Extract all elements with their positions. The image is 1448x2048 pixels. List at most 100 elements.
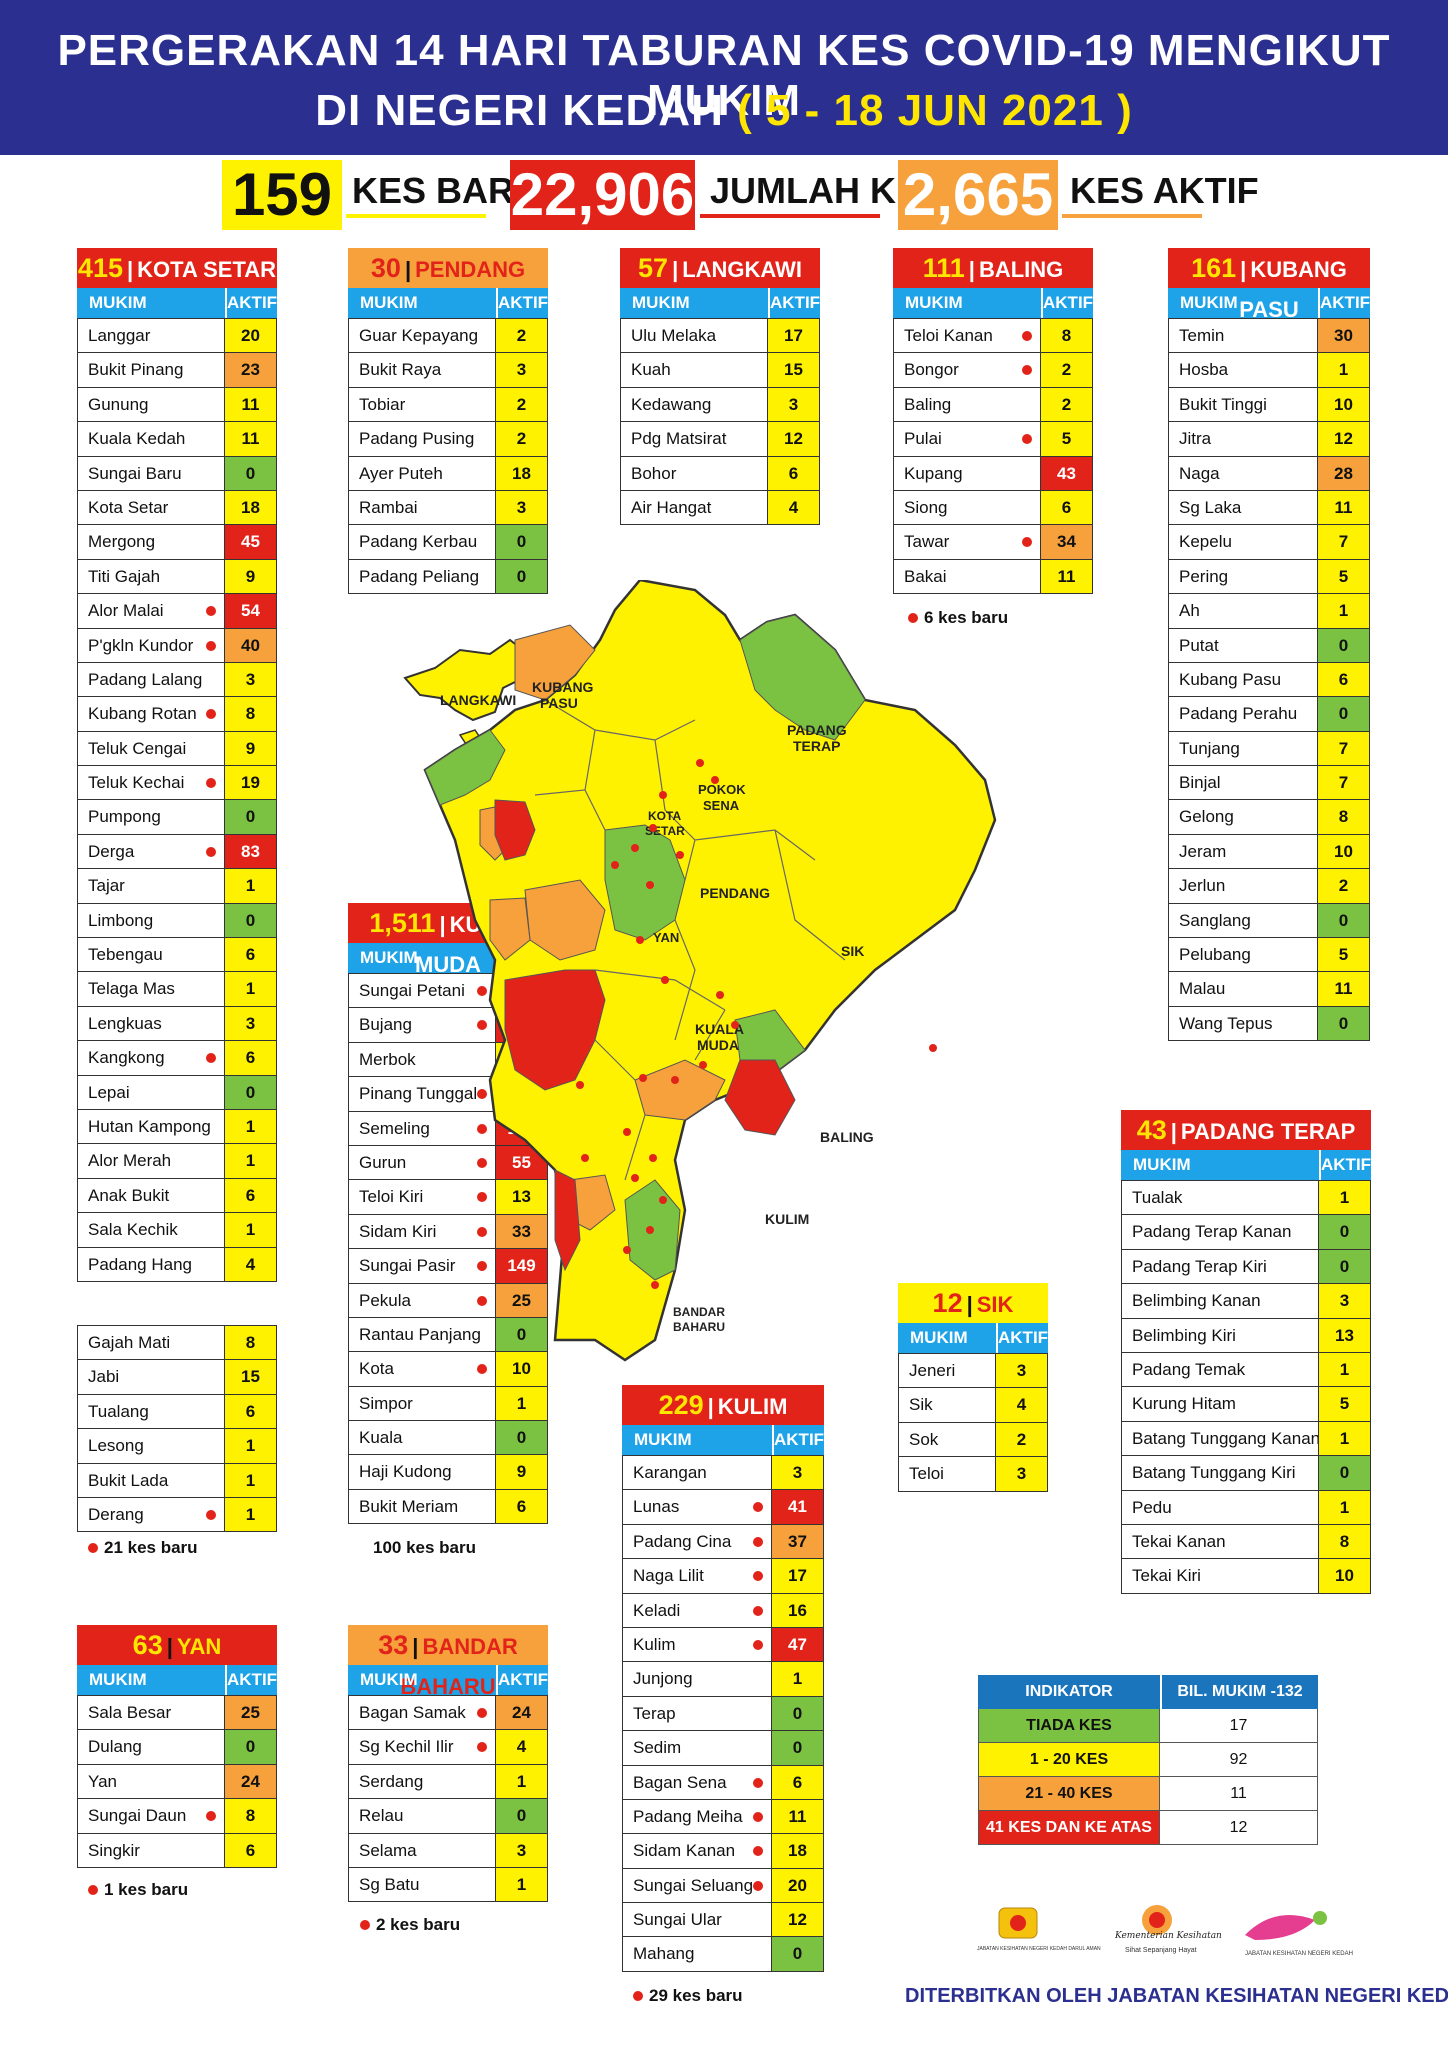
table-row: Bagan Samak 24 — [349, 1695, 547, 1730]
active-count: 6 — [224, 1394, 276, 1429]
table-row: Jabi 15 — [78, 1359, 276, 1394]
table-row: Yan 24 — [78, 1763, 276, 1799]
table-row: Hosba 1 — [1169, 352, 1369, 387]
district-title: 12 | SIK — [898, 1283, 1048, 1323]
table-row: Derga 83 — [78, 833, 276, 869]
table-row: Hutan Kampong 1 — [78, 1108, 276, 1144]
active-count: 3 — [767, 387, 819, 422]
active-count: 47 — [771, 1627, 823, 1662]
jkn-kedah-logo-icon: JABATAN KESIHATAN NEGERI KEDAH — [1245, 1911, 1353, 1957]
mukim-name: Pulai — [894, 422, 1040, 455]
district-yan: 63 | YAN MUKIM AKTIF Sala Besar 25 Dulang 0 Yan 24… — [77, 1625, 277, 1868]
red-dot-icon — [477, 1192, 487, 1203]
table-row: Pulai 5 — [894, 421, 1092, 456]
active-count: 43 — [1040, 456, 1092, 490]
mukim-name: Tualang — [88, 1401, 149, 1421]
mukim-name: Teluk Kechai — [78, 766, 224, 799]
mukim-name: Padang Terap Kiri — [1132, 1256, 1267, 1276]
active-count: 25 — [224, 1696, 276, 1730]
active-count: 1 — [1317, 353, 1369, 387]
header-title-line1: PERGERAKAN 14 HARI TABURAN KES COVID-19 … — [57, 26, 1391, 125]
mukim-name: Tebengau — [88, 945, 163, 965]
mukim-name: Yan — [88, 1771, 117, 1791]
mukim-name: Pelubang — [1179, 945, 1251, 965]
mukim-name: Bukit Raya — [359, 360, 442, 380]
mukim-name: Batang Tunggang Kiri — [1132, 1463, 1296, 1483]
active-count: 2 — [495, 319, 547, 353]
mukim-name: Siong — [904, 497, 948, 517]
table-row: Padang Pusing 2 — [349, 421, 547, 456]
table-row: Tekai Kanan 8 — [1122, 1523, 1370, 1559]
active-count: 28 — [1317, 456, 1369, 490]
active-count: 24 — [224, 1764, 276, 1799]
table-row: Lunas 41 — [623, 1489, 823, 1524]
table-row: Sidam Kanan 18 — [623, 1833, 823, 1868]
table-row: Bakai 11 — [894, 558, 1092, 594]
table-row: Gunung 11 — [78, 386, 276, 422]
table-row: Relau 0 — [349, 1798, 547, 1833]
legend-row: TIADA KES 17 — [978, 1709, 1318, 1743]
table-row: Bukit Meriam 6 — [349, 1488, 547, 1524]
active-count: 1 — [771, 1662, 823, 1696]
mukim-name: Putat — [1179, 635, 1219, 655]
active-count: 2 — [1040, 387, 1092, 422]
red-dot-icon — [88, 1543, 98, 1553]
table-row: Temin 30 — [1169, 318, 1369, 353]
mukim-name: Tajar — [88, 876, 125, 896]
active-count: 11 — [771, 1799, 823, 1834]
table-row: Guar Kepayang 2 — [349, 318, 547, 353]
table-row: Lengkuas 3 — [78, 1005, 276, 1041]
red-dot-icon — [753, 1571, 763, 1582]
district-title: 33 | BANDAR BAHARU — [348, 1625, 548, 1699]
district-total: 57 — [638, 253, 669, 283]
mukim-name: Tobiar — [359, 394, 406, 414]
active-count: 10 — [1317, 834, 1369, 869]
mukim-name: Derga — [78, 835, 224, 868]
red-dot-icon — [477, 1226, 487, 1237]
active-count: 0 — [495, 559, 547, 594]
district-name: PENDANG — [415, 257, 526, 282]
table-row: Kulim 47 — [623, 1626, 823, 1662]
red-dot-icon — [206, 1811, 216, 1822]
table-row: Padang Lalang 3 — [78, 661, 276, 697]
active-count: 0 — [224, 456, 276, 490]
mukim-name: Semeling — [349, 1112, 495, 1145]
active-count: 1 — [495, 1764, 547, 1799]
mukim-name: Sungai Baru — [88, 463, 182, 483]
mukim-name: Teloi — [909, 1464, 944, 1484]
baling-note: 6 kes baru — [908, 608, 1008, 628]
active-count: 1 — [224, 1463, 276, 1497]
mukim-name: P'gkln Kundor — [78, 629, 224, 662]
active-count: 45 — [224, 525, 276, 559]
table-row: Sg Laka 11 — [1169, 489, 1369, 525]
table-row: Junjong 1 — [623, 1661, 823, 1696]
mukim-name: Ayer Puteh — [359, 463, 443, 483]
active-count: 12 — [771, 1903, 823, 1937]
mukim-name: Keladi — [623, 1594, 771, 1627]
red-dot-icon — [753, 1502, 763, 1513]
district-title: 111 | BALING — [893, 248, 1093, 288]
district-title: 415 | KOTA SETAR — [77, 248, 277, 288]
active-count: 25 — [495, 1283, 547, 1317]
mukim-name: Batang Tunggang Kanan — [1132, 1428, 1318, 1448]
red-dot-icon — [477, 1295, 487, 1306]
active-count: 11 — [1040, 559, 1092, 594]
active-count: 37 — [771, 1524, 823, 1559]
mukim-name: Padang Lalang — [88, 669, 203, 689]
table-row: Sala Besar 25 — [78, 1695, 276, 1730]
map-boundaries — [534, 699, 846, 1181]
table-row: Singkir 6 — [78, 1832, 276, 1867]
red-dot-icon — [206, 640, 216, 651]
district-title: 57 | LANGKAWI — [620, 248, 820, 288]
map-region-red-baling — [724, 1059, 796, 1136]
active-count: 13 — [1318, 1318, 1370, 1352]
mukim-name: Belimbing Kanan — [1132, 1291, 1261, 1311]
district-total: 33 — [378, 1630, 409, 1660]
map-new-case-dots — [576, 759, 937, 1289]
red-dot-icon — [477, 1708, 487, 1718]
mukim-name: Bongor — [894, 353, 1040, 386]
active-count: 2 — [1040, 353, 1092, 387]
